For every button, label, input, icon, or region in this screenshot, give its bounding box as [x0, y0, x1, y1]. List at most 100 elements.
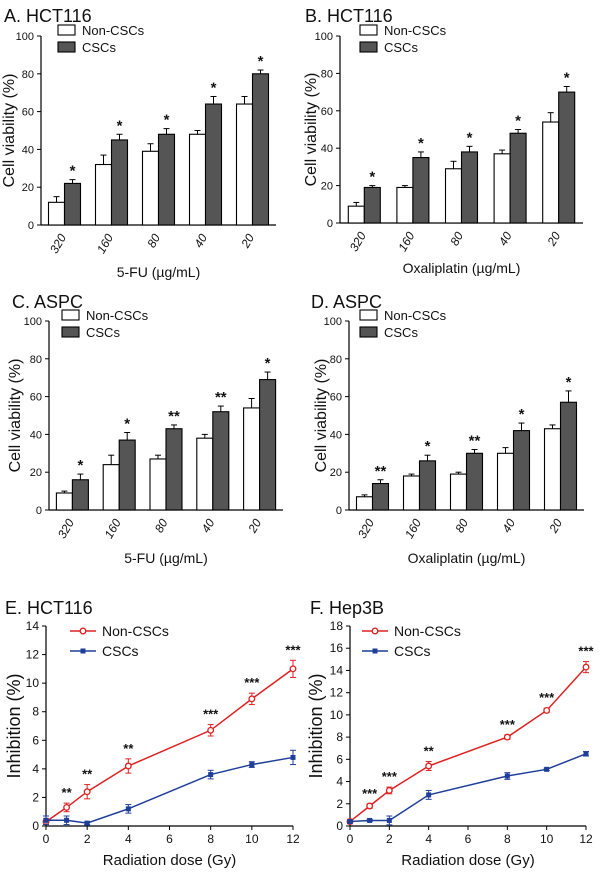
legend-label: Non-CSCs	[394, 623, 461, 639]
y-tick-label: 0	[36, 505, 42, 517]
bar-non-cscs	[55, 492, 73, 511]
y-tick-label: 20	[321, 181, 333, 193]
chart-title: A. HCT116	[4, 6, 92, 26]
significance-label: ***	[500, 717, 516, 732]
x-tick-label: 320	[47, 231, 69, 256]
x-tick-label: 20	[544, 229, 563, 249]
significance-label: *	[117, 117, 123, 134]
bar-cscs	[465, 452, 484, 511]
chart-panel-3: D. ASPC 0 20 40 60 80 100 320 ** 160 * 80 ** 40 * 20 * Ox…	[311, 292, 584, 566]
data-point	[347, 819, 353, 825]
x-tick-label: 2	[386, 832, 393, 846]
legend-marker	[80, 648, 86, 654]
bar-non-cscs	[188, 133, 207, 226]
bar-cscs	[509, 132, 527, 224]
bar-non-cscs	[149, 458, 167, 511]
x-tick-label: 10	[540, 832, 554, 846]
y-tick-label: 100	[324, 316, 342, 328]
data-point	[543, 706, 551, 714]
data-point	[83, 788, 91, 796]
data-point	[208, 772, 214, 778]
legend-swatch	[57, 41, 76, 53]
significance-label: ***	[362, 786, 378, 801]
y-tick-label: 100	[24, 316, 42, 328]
data-point	[248, 695, 256, 703]
data-point	[290, 754, 296, 760]
bar-cscs	[371, 482, 390, 511]
data-point	[544, 766, 550, 772]
bar-cscs	[512, 430, 531, 511]
y-tick-label: 60	[321, 106, 333, 118]
legend-label: Non-CSCs	[384, 308, 447, 323]
bar-non-cscs	[542, 121, 560, 224]
y-tick-label: 60	[330, 392, 342, 404]
y-tick-label: 20	[30, 467, 42, 479]
significance-label: *	[515, 113, 521, 130]
bar-cscs	[110, 139, 129, 226]
x-tick-label: 80	[144, 231, 163, 250]
y-tick-label: 60	[22, 107, 34, 119]
bar-non-cscs	[141, 150, 160, 226]
chart-panel-1: B. HCT116 0 20 40 60 80 100 320 * 160 * 80 * 40 * 20 * Ox…	[303, 6, 583, 276]
significance-label: *	[258, 53, 264, 70]
x-tick-label: 4	[425, 832, 432, 846]
y-tick-label: 6	[32, 733, 39, 747]
x-tick-label: 12	[286, 832, 300, 846]
x-tick-label: 160	[102, 516, 124, 541]
x-tick-label: 320	[55, 516, 77, 541]
significance-label: *	[70, 163, 76, 180]
chart-title: C. ASPC	[12, 292, 83, 312]
series-line-cscs	[349, 753, 587, 823]
data-point	[426, 792, 432, 798]
y-axis-label: Cell viability (%)	[303, 73, 320, 187]
significance-label: **	[215, 389, 227, 406]
bar-cscs	[412, 157, 430, 224]
significance-label: *	[369, 169, 375, 186]
x-tick-label: 40	[496, 229, 515, 248]
significance-label: **	[375, 463, 387, 480]
chart-panel-0: A. HCT116 0 20 40 60 80 100 320 * 160 * 80 * 40 * 20 * 5-…	[1, 6, 276, 280]
significance-label: *	[467, 129, 473, 146]
significance-label: ***	[203, 707, 219, 722]
y-axis-label: Cell viability (%)	[313, 359, 330, 473]
significance-label: *	[164, 112, 170, 129]
x-tick-label: 20	[546, 516, 565, 536]
y-tick-label: 8	[32, 705, 39, 719]
y-tick-label: 100	[315, 31, 333, 43]
x-tick-label: 0	[43, 832, 50, 846]
y-tick-label: 80	[330, 354, 342, 366]
y-tick-label: 20	[22, 182, 34, 194]
data-point	[63, 803, 71, 811]
significance-label: **	[424, 744, 435, 759]
y-tick-label: 80	[321, 68, 333, 80]
significance-label: *	[124, 416, 130, 433]
x-tick-label: 80	[152, 516, 171, 535]
bar-non-cscs	[449, 473, 468, 511]
y-tick-label: 40	[321, 143, 333, 155]
data-point	[504, 773, 510, 779]
y-tick-label: 0	[327, 218, 333, 230]
data-point	[367, 817, 373, 823]
significance-label: *	[77, 457, 83, 474]
data-point	[386, 817, 392, 823]
y-tick-label: 12	[330, 686, 344, 700]
chart-title: E. HCT116	[5, 598, 93, 618]
y-tick-label: 6	[336, 752, 343, 766]
bar-cscs	[63, 182, 82, 226]
significance-label: *	[519, 406, 525, 423]
x-tick-label: 160	[94, 231, 116, 256]
legend-swatch	[359, 326, 378, 338]
x-tick-label: 80	[452, 516, 471, 535]
x-tick-label: 40	[191, 231, 210, 250]
significance-label: *	[566, 374, 572, 391]
x-tick-label: 4	[125, 832, 132, 846]
legend-label: CSCs	[102, 643, 139, 659]
x-tick-label: 8	[207, 832, 214, 846]
legend-label: CSCs	[82, 40, 116, 55]
bar-non-cscs	[396, 186, 414, 224]
legend-label: CSCs	[86, 325, 120, 340]
data-point	[503, 733, 511, 741]
x-tick-label: 40	[199, 516, 218, 535]
